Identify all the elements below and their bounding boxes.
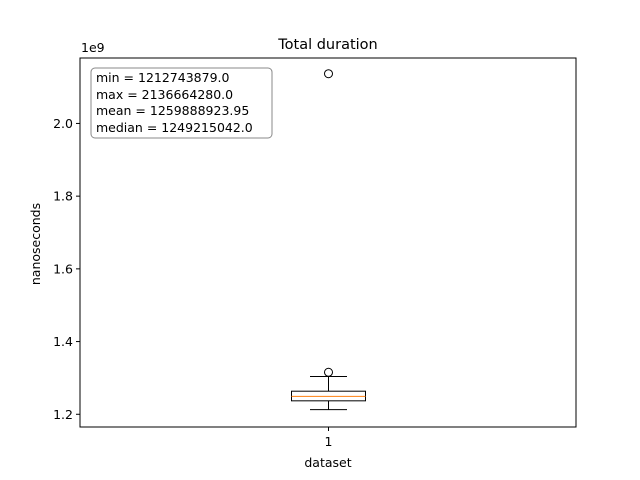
stats-median: median = 1249215042.0	[96, 120, 253, 135]
chart-title: Total duration	[277, 37, 378, 53]
y-tick-label: 1.6	[53, 261, 73, 276]
x-axis-ticks: 1	[325, 427, 333, 449]
outlier-point	[324, 367, 333, 377]
y-scale-label: 1e9	[81, 40, 105, 55]
stats-legend-box: min = 1212743879.0 max = 2136664280.0 me…	[90, 67, 273, 139]
x-tick-label: 1	[325, 434, 333, 449]
x-axis-label: dataset	[304, 455, 351, 470]
y-tick-label: 1.2	[53, 407, 73, 422]
y-tick-label: 1.4	[53, 334, 73, 349]
outlier-point	[324, 69, 333, 79]
stats-mean: mean = 1259888923.95	[96, 103, 249, 118]
stats-min: min = 1212743879.0	[96, 70, 229, 85]
stats-max: max = 2136664280.0	[96, 87, 233, 102]
y-axis-label: nanoseconds	[28, 203, 43, 285]
y-tick-label: 2.0	[53, 116, 73, 131]
y-tick-label: 1.8	[53, 189, 73, 204]
y-axis-ticks: 1.2 1.4 1.6 1.8 2.0	[53, 116, 80, 422]
box-plot-series	[291, 69, 366, 411]
plot-area-frame	[79, 57, 577, 428]
